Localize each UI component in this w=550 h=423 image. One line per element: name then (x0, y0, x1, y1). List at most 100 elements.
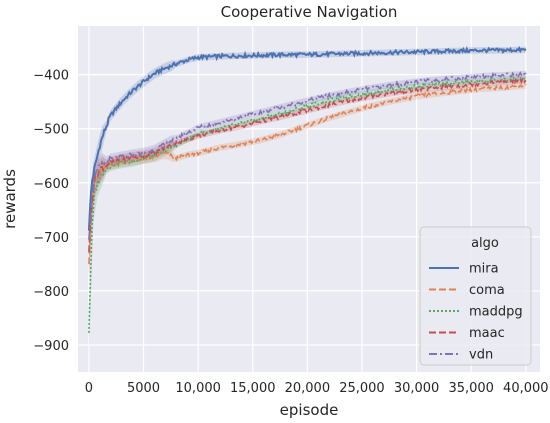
chart-title: Cooperative Navigation (221, 3, 398, 21)
data-point-coma (307, 125, 308, 126)
data-point-maddpg (241, 123, 242, 124)
data-point-maac (219, 130, 220, 131)
data-point-maddpg (91, 236, 92, 237)
data-point-maac (121, 159, 122, 160)
data-point-vdn (372, 87, 373, 88)
y-tick-label: −800 (33, 285, 69, 300)
data-point-vdn (482, 76, 483, 77)
data-point-maddpg (482, 81, 483, 82)
data-point-vdn (121, 156, 122, 157)
data-point-coma (503, 87, 504, 88)
data-point-mira (132, 90, 133, 91)
x-tick-label: 5000 (127, 381, 160, 396)
data-point-maac (99, 169, 100, 170)
data-point-maddpg (154, 155, 155, 156)
data-point-vdn (132, 154, 133, 155)
data-point-mira (350, 53, 351, 54)
data-point-maac (143, 155, 144, 156)
data-point-maddpg (285, 112, 286, 113)
data-point-coma (198, 152, 199, 153)
data-point-mira (460, 50, 461, 51)
data-point-maac (176, 143, 177, 144)
x-axis-label: episode (280, 401, 339, 419)
data-point-maddpg (99, 177, 100, 178)
data-point-mira (394, 52, 395, 53)
data-point-mira (143, 81, 144, 82)
data-point-maac (88, 250, 89, 251)
data-point-maac (394, 92, 395, 93)
data-point-coma (176, 158, 177, 159)
data-point-coma (329, 117, 330, 118)
data-point-mira (99, 144, 100, 145)
data-point-mira (263, 55, 264, 56)
data-point-vdn (198, 127, 199, 128)
data-point-maac (198, 135, 199, 136)
x-tick-label: 0 (85, 381, 93, 396)
data-point-coma (132, 160, 133, 161)
data-point-vdn (91, 198, 92, 199)
x-tick-label: 10,000 (175, 381, 221, 396)
data-point-vdn (219, 122, 220, 123)
data-point-vdn (94, 177, 95, 178)
series-line-mira (87, 45, 527, 231)
data-point-mira (176, 63, 177, 64)
data-point-maddpg (143, 158, 144, 159)
x-tick-label: 25,000 (339, 381, 385, 396)
data-point-mira (219, 56, 220, 57)
data-point-maac (187, 139, 188, 140)
data-point-mira (121, 101, 122, 102)
data-point-coma (416, 96, 417, 97)
data-point-vdn (88, 236, 89, 237)
data-point-maddpg (219, 128, 220, 129)
data-point-mira (329, 54, 330, 55)
data-point-maddpg (110, 165, 111, 166)
data-point-coma (187, 154, 188, 155)
data-point-vdn (285, 105, 286, 106)
data-point-maddpg (372, 92, 373, 93)
data-point-mira (198, 57, 199, 58)
data-point-vdn (329, 95, 330, 96)
data-point-coma (350, 111, 351, 112)
y-tick-label: −400 (33, 69, 69, 84)
data-point-coma (438, 93, 439, 94)
data-point-maac (105, 165, 106, 166)
legend: algo mira coma maddpg maac vdn (419, 226, 532, 366)
data-point-coma (372, 105, 373, 106)
y-tick-label: −700 (33, 231, 69, 246)
legend-title: algo (471, 236, 499, 251)
data-point-maac (307, 110, 308, 111)
y-tick-label: −500 (33, 123, 69, 138)
data-point-mira (94, 169, 95, 170)
legend-label-maac: maac (469, 326, 505, 341)
data-point-maac (350, 100, 351, 101)
data-point-coma (460, 90, 461, 91)
data-point-maddpg (350, 96, 351, 97)
data-point-mira (416, 51, 417, 52)
data-point-vdn (525, 74, 526, 75)
data-point-maac (460, 85, 461, 86)
data-point-maac (438, 87, 439, 88)
data-point-maac (110, 162, 111, 163)
series-line-vdn (88, 71, 527, 240)
legend-label-vdn: vdn (469, 348, 493, 363)
data-point-maac (241, 125, 242, 126)
data-point-maddpg (105, 169, 106, 170)
data-point-maddpg (525, 78, 526, 79)
series-line-maddpg (88, 75, 527, 333)
data-point-mira (110, 115, 111, 116)
data-point-vdn (143, 152, 144, 153)
data-point-maac (372, 96, 373, 97)
x-tick-label: 40,000 (503, 381, 549, 396)
data-point-mira (105, 128, 106, 129)
data-point-vdn (241, 116, 242, 117)
x-tick-label: 30,000 (394, 381, 440, 396)
data-point-vdn (176, 138, 177, 139)
data-point-mira (438, 51, 439, 52)
data-point-vdn (460, 77, 461, 78)
data-point-mira (482, 50, 483, 51)
data-point-maac (525, 80, 526, 81)
data-point-vdn (99, 166, 100, 167)
data-point-mira (503, 50, 504, 51)
data-point-vdn (187, 132, 188, 133)
data-point-coma (394, 100, 395, 101)
